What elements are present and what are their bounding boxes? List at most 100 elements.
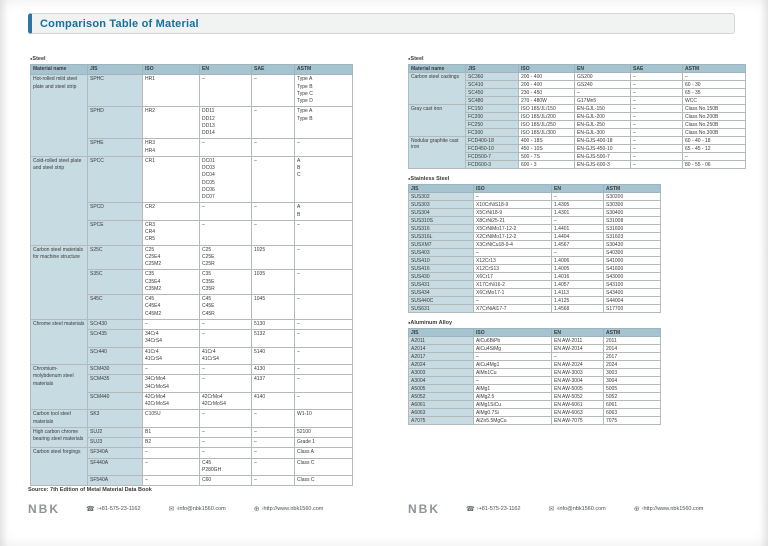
table-cell: X7CrNiAl17-7 — [473, 304, 552, 313]
table-cell: SPCD — [87, 202, 143, 221]
table-cell: – — [630, 80, 683, 89]
table-row: SCM440 42CrMo4 42CrMoS4 42CrMo4 42CrMoS4 41… — [31, 391, 353, 411]
table-cell: W1-10 — [294, 409, 353, 428]
table-cell: 52100 — [294, 426, 353, 439]
table-cell: EN-GJL-200 — [574, 112, 631, 121]
table-cell: X5CrNiMo17-12-2 — [473, 224, 552, 233]
table-cell: 2014 — [603, 344, 661, 353]
table-cell: EN-GJS-600-3 — [574, 160, 631, 169]
table-cell: C25 C25E4 C25M2 — [142, 244, 200, 271]
column-header: Material name — [408, 64, 466, 73]
table-cell: – — [251, 457, 295, 476]
table-cell: 4137 — [251, 374, 295, 393]
table-cell: EN AW-6061 — [551, 400, 604, 409]
table-cell: 41Cr4 41CrS4 — [142, 346, 200, 365]
table-cell: S44004 — [603, 296, 661, 305]
table-cell: SUS316 — [408, 224, 474, 233]
table-cell: SCM435 — [87, 374, 143, 393]
table-cell: – — [251, 409, 295, 428]
column-header: ASTM — [294, 63, 353, 76]
table-cell: 3003 — [603, 368, 661, 377]
footer-phone: ☎ +81-575-23-1162 — [466, 505, 521, 513]
table-cell: SC410 — [465, 80, 519, 89]
globe-icon: ⊕ — [633, 506, 640, 513]
table-cell: – — [473, 296, 552, 305]
table-cell: A2011 — [408, 336, 474, 345]
table-cell: Class No.150B — [682, 104, 746, 113]
table-cell: S30400 — [603, 208, 661, 217]
table-cell: EN AW-7075 — [551, 416, 604, 425]
page-edge-right — [760, 0, 768, 546]
table-cell: 1.4005 — [551, 264, 604, 273]
column-header: EN — [199, 63, 252, 76]
group-label-cell: Cold-rolled steel plate and steel strip — [30, 155, 88, 246]
table-cell: SUS403 — [408, 248, 474, 257]
table-cell: SPHC — [87, 74, 143, 108]
phone-number: +81-575-23-1162 — [477, 506, 521, 512]
table-row: SUS304 X5CrNi18-9 1.4301 S30400 — [408, 208, 661, 217]
table-cell: – — [473, 248, 552, 257]
table-cell: 34CrMo4 34CrMoS4 — [142, 374, 200, 393]
page-edge-left — [0, 0, 8, 546]
table-cell: 1.4301 — [551, 208, 604, 217]
table-row: SPCD CR2– – A B — [31, 202, 353, 221]
table-cell: X6Cr17 — [473, 272, 552, 281]
table-cell: 6063 — [603, 408, 661, 417]
table-cell: X5CrNi18-9 — [473, 208, 552, 217]
table-row: SUSXM7 X3CrNiCu18-9-4 1.4567 S30430 — [408, 240, 661, 249]
table-cell: A7075 — [408, 416, 474, 425]
table-cell: Type A Type B — [294, 106, 353, 140]
left-page: Steel Material nameJISISOENSAEASTMHot-ro… — [30, 56, 353, 488]
table-cell: AlMg1SiCu — [473, 400, 552, 409]
group-label-cell: Carbon steel forgings — [30, 447, 88, 487]
table-row: FCD600-3 600 - 3 EN-GJS-600-3–80 - 55 - 06 — [409, 160, 746, 169]
section-label-stainless: Stainless Steel — [408, 176, 745, 182]
table-cell: CR1 — [142, 155, 200, 204]
table-cell: 1.4404 — [551, 232, 604, 241]
table-row: A3004– EN AW-3004 3004 — [408, 376, 661, 385]
email-address: info@nbk1560.com — [176, 506, 225, 512]
table-cell: SUS430 — [408, 272, 474, 281]
table-cell: EN AW-2011 — [551, 336, 604, 345]
table-cell: S25C — [87, 244, 143, 271]
table-cell: S40300 — [603, 248, 661, 257]
table-cell: – — [251, 138, 295, 157]
table-cell: EN AW-6063 — [551, 408, 604, 417]
table-cell: S31600 — [603, 224, 661, 233]
column-header: EN — [574, 64, 631, 73]
table-cell: SUS316L — [408, 232, 474, 241]
table-row: Nodular graphite cast iron FCD400-18 400 -… — [408, 136, 746, 169]
table-cell: – — [199, 409, 252, 428]
table-row: SUS434 X6CrMo17-1 1.4113 S43400 — [408, 288, 661, 297]
table-cell: SF440A — [87, 457, 143, 476]
table-cell: – — [251, 447, 295, 459]
table-cell: 2011 — [603, 336, 661, 345]
column-header: EN — [551, 328, 604, 337]
table-cell: HR1 — [142, 74, 200, 108]
table-cell: X3CrNiCu18-9-4 — [473, 240, 552, 249]
table-cell: CR3 CR4 CR5 — [142, 219, 200, 246]
table-cell: EN AW-3004 — [551, 376, 604, 385]
phone-number: +81-575-23-1162 — [97, 506, 141, 512]
table-cell: C105U — [142, 409, 200, 428]
table-cell: EN-GJL-150 — [574, 104, 631, 113]
table-cell: – — [199, 219, 252, 246]
table-cell: 270 - 480W — [518, 96, 575, 105]
table-cell: – — [294, 329, 353, 348]
table-cell: SCr440 — [87, 346, 143, 365]
table-row: Carbon steel castings SC360 200 - 400 GS200… — [408, 72, 746, 105]
section-label-aluminum: Aluminum Alloy — [408, 320, 745, 326]
table-cell: – — [294, 363, 353, 376]
table-cell: EN-GJL-300 — [574, 128, 631, 137]
table-cell: EN-GJL-250 — [574, 120, 631, 129]
table-row: Carbon tool steel materials SK3 C105U – – W1-… — [30, 409, 353, 428]
table-cell: B2 — [142, 436, 200, 449]
table-cell: – — [630, 120, 683, 129]
table-cell: S43100 — [603, 280, 661, 289]
table-cell: – — [251, 155, 295, 204]
section-label-steel-left: Steel — [30, 56, 352, 62]
table-cell: A B — [294, 202, 353, 221]
table-cell: A5052 — [408, 392, 474, 401]
table-cell: S41000 — [603, 256, 661, 265]
